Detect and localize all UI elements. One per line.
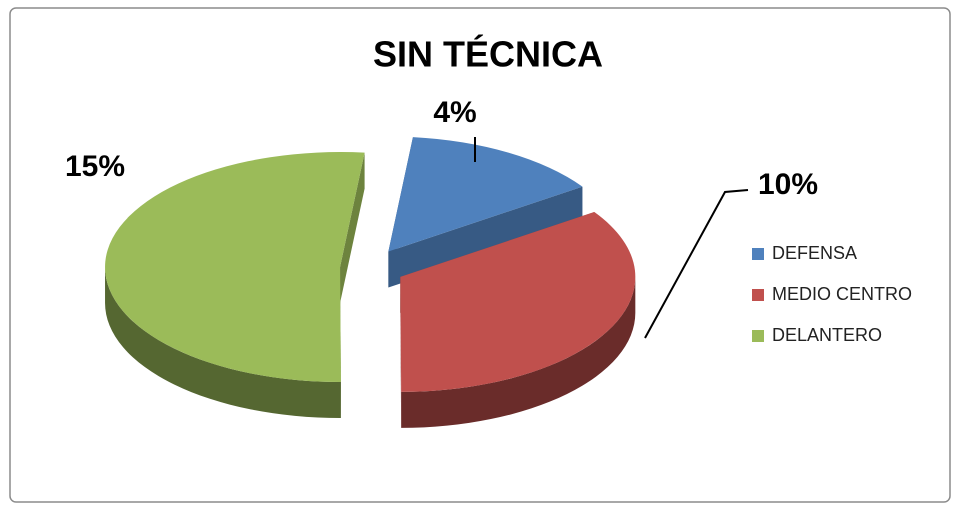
legend-label: DELANTERO: [772, 325, 882, 345]
pie-slice: [105, 152, 365, 419]
data-label: 4%: [433, 96, 476, 129]
pie-slice: [400, 212, 636, 428]
legend-label: DEFENSA: [772, 243, 857, 263]
slice-side: [340, 152, 365, 304]
pie-slice: [388, 137, 583, 288]
legend-swatch: [752, 248, 764, 260]
slice-top: [105, 152, 365, 383]
slice-top: [388, 137, 583, 252]
slice-wall: [401, 276, 636, 428]
data-label: 15%: [65, 150, 125, 183]
pie: [105, 137, 636, 428]
chart-title: SIN TÉCNICA: [373, 34, 603, 75]
slice-wall: [105, 267, 341, 419]
legend-swatch: [752, 289, 764, 301]
slice-top: [400, 212, 636, 392]
slice-side: [400, 276, 402, 428]
slice-side: [388, 186, 583, 288]
legend-swatch: [752, 330, 764, 342]
data-label: 10%: [758, 168, 818, 201]
leader-line: [644, 189, 749, 339]
legend: DEFENSA MEDIO CENTRO DELANTERO: [752, 243, 912, 345]
legend-label: MEDIO CENTRO: [772, 284, 912, 304]
labels: 4% 10% 15%: [65, 96, 818, 201]
